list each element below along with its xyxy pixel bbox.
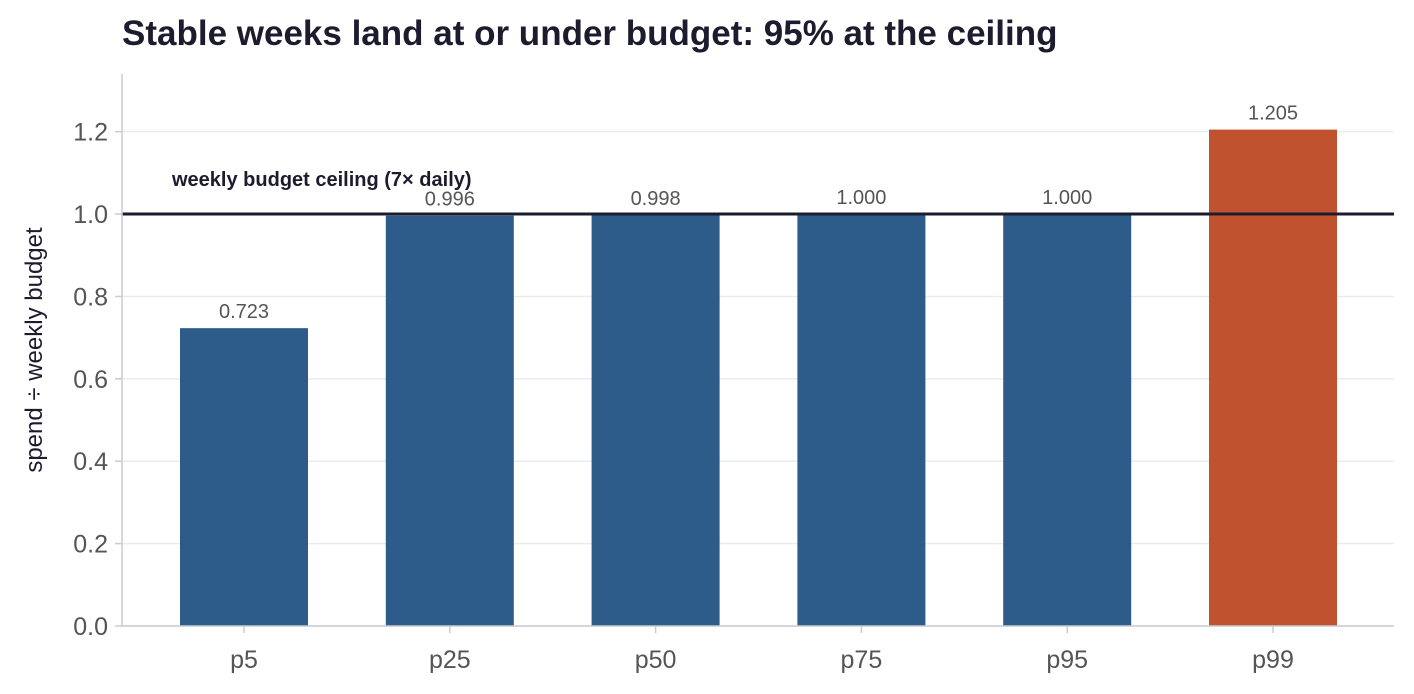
y-tick-label: 0.6 (73, 366, 108, 394)
data-label: 1.000 (836, 187, 886, 209)
y-tick-label: 1.2 (73, 119, 108, 147)
y-tick-label: 0.2 (73, 531, 108, 559)
x-tick-label: p25 (429, 646, 471, 674)
data-label: 0.996 (425, 189, 475, 211)
bar (1209, 129, 1337, 626)
x-tick-label: p99 (1252, 646, 1294, 674)
data-label: 1.000 (1042, 187, 1092, 209)
bars (180, 129, 1337, 627)
y-tick-label: 0.0 (73, 613, 108, 641)
gridlines (122, 130, 1394, 627)
axes: 0.0 0.2 0.4 0.6 0.8 1.0 1.2 p5 p25 p50 p75 p95 p99 (73, 74, 1394, 674)
bar (385, 215, 514, 626)
x-tick-label: p50 (635, 646, 677, 674)
reference-line-group: weekly budget ceiling (7× daily) (122, 169, 1394, 216)
data-label: 1.205 (1248, 103, 1298, 125)
x-tick-label: p95 (1046, 646, 1088, 674)
data-labels: 0.723 0.996 0.998 1.000 1.000 1.205 (219, 103, 1298, 324)
reference-line-label: weekly budget ceiling (7× daily) (171, 169, 472, 191)
data-label: 0.998 (631, 188, 681, 210)
x-tick-label: p75 (841, 646, 883, 674)
y-tick-label: 0.8 (73, 283, 108, 311)
data-label: 0.723 (219, 301, 269, 323)
bar (797, 214, 926, 627)
x-tick-label: p5 (230, 646, 258, 674)
y-tick-label: 0.4 (73, 448, 108, 476)
bar (591, 214, 720, 626)
bar (1003, 214, 1132, 627)
bar (180, 328, 308, 626)
y-axis-title: spend ÷ weekly budget (21, 227, 48, 473)
chart-title: Stable weeks land at or under budget: 95… (122, 14, 1058, 53)
y-tick-label: 1.0 (73, 201, 108, 229)
